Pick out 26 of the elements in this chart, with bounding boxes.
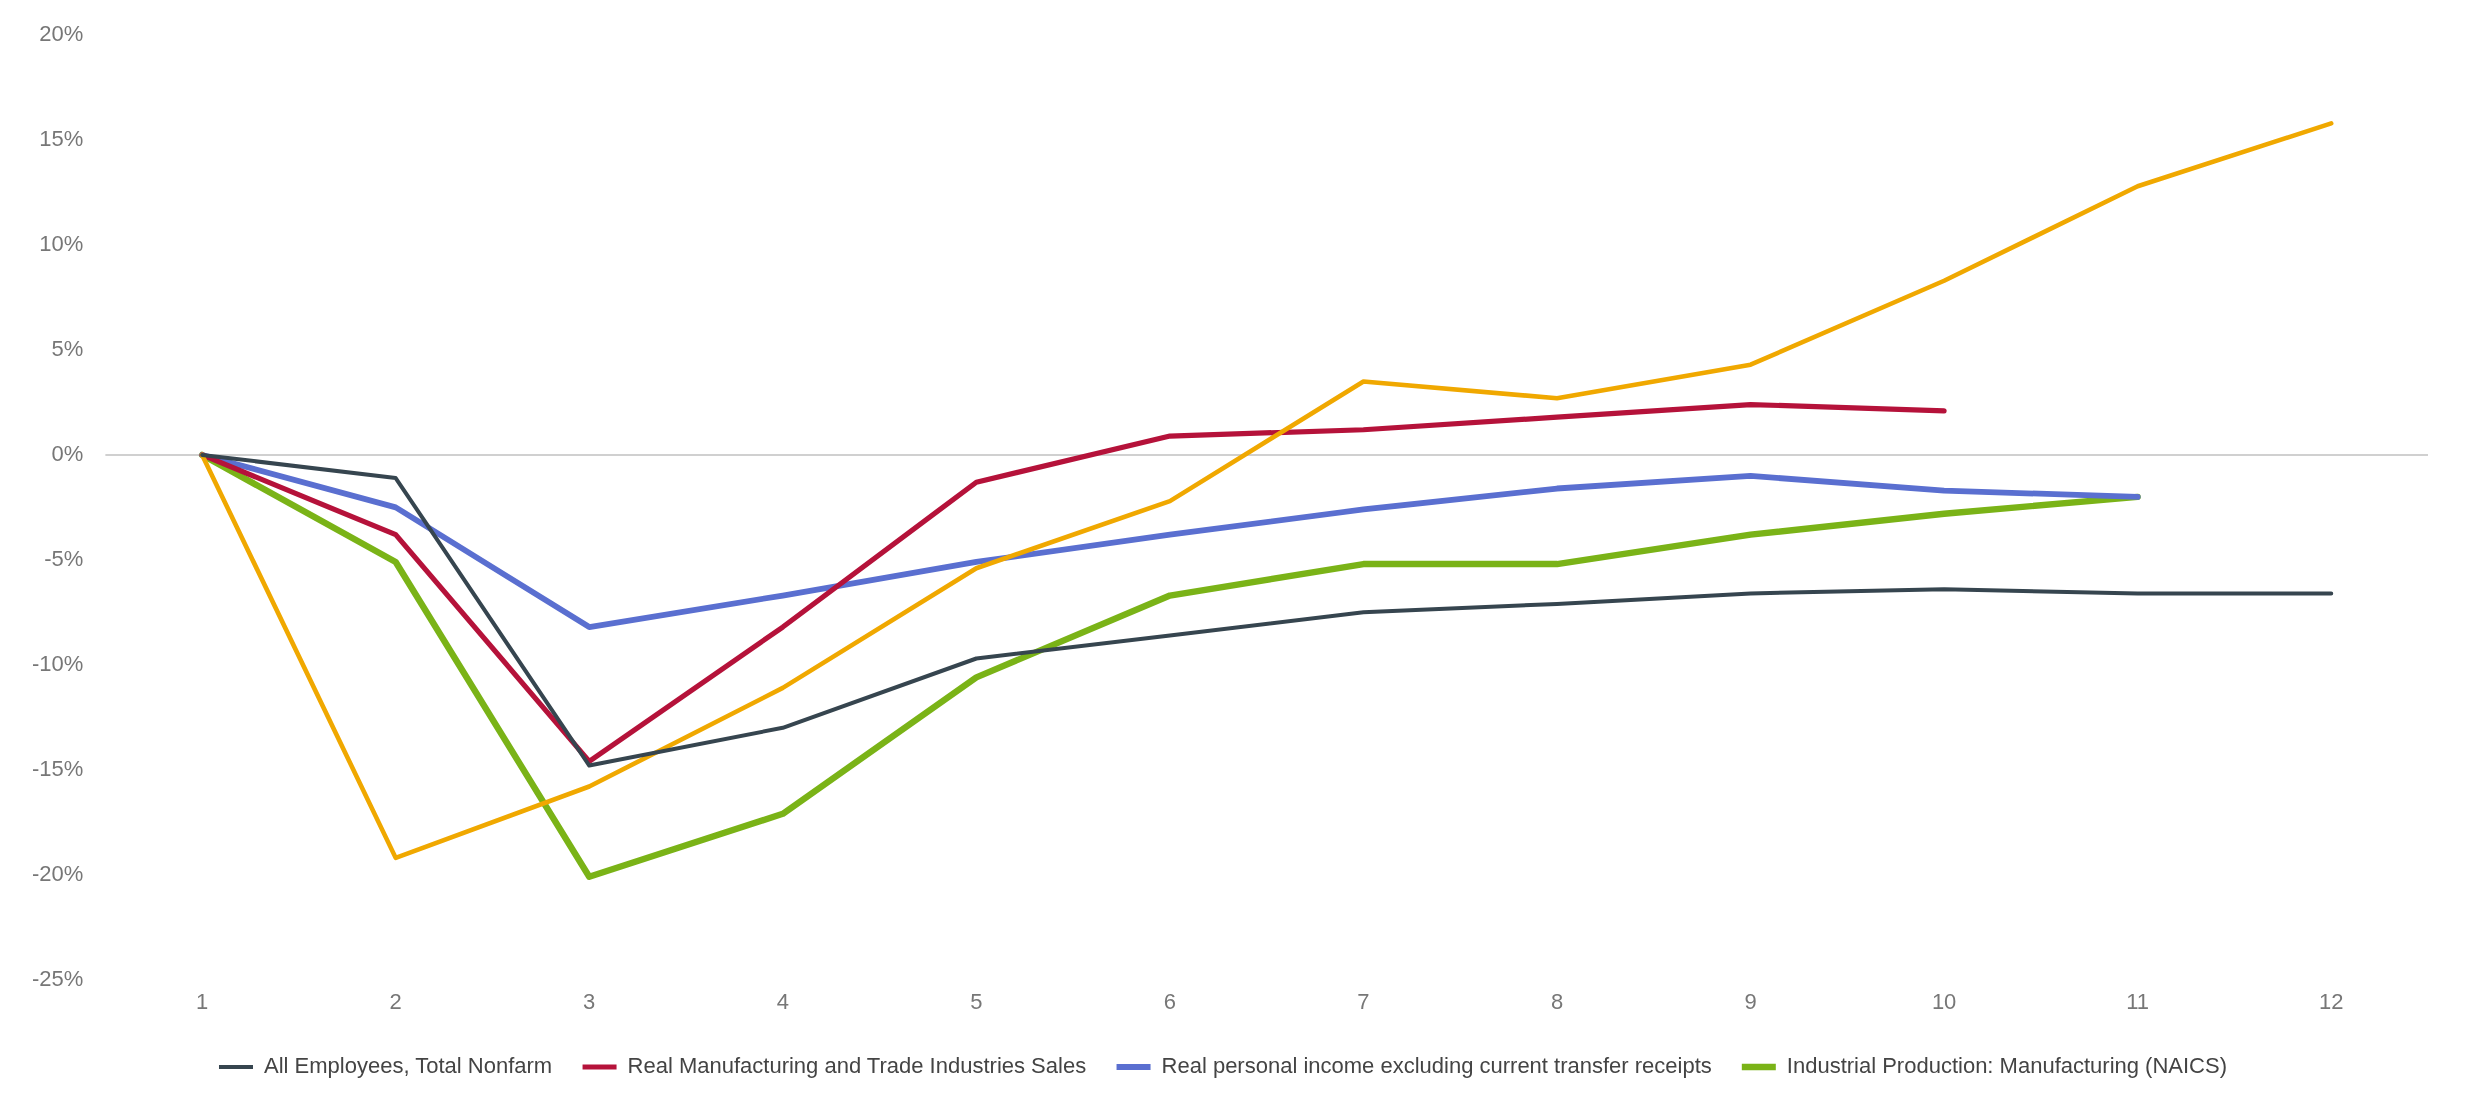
y-tick-label: -10% (32, 650, 84, 676)
legend-label: Real Manufacturing and Trade Industries Sales (627, 1053, 1087, 1079)
x-tick-label: 11 (2126, 988, 2150, 1014)
x-tick-label: 8 (1550, 988, 1564, 1014)
y-tick-label: 5% (51, 336, 84, 362)
legend-label: All Employees, Total Nonfarm (263, 1053, 553, 1079)
y-tick-label: -20% (32, 860, 84, 886)
y-tick-label: -25% (32, 965, 84, 991)
y-tick-label: 0% (51, 441, 84, 466)
x-tick-label: 3 (583, 988, 596, 1014)
y-tick-label: -15% (32, 755, 84, 781)
x-tick-label: 5 (970, 988, 983, 1014)
y-tick-label: 20% (39, 21, 84, 47)
y-tick-label: 10% (39, 231, 84, 257)
x-tick-label: 1 (196, 988, 209, 1014)
y-tick-label: -5% (44, 545, 84, 571)
x-tick-label: 10 (1931, 988, 1957, 1014)
legend-label: Real personal income excluding current transfer receipts (1161, 1053, 1712, 1079)
x-tick-label: 2 (389, 988, 402, 1014)
x-tick-label: 4 (776, 988, 789, 1014)
legend-label: Industrial Production: Manufacturing (NAICS) (1786, 1053, 2228, 1079)
x-tick-label: 6 (1163, 988, 1177, 1014)
x-tick-label: 9 (1744, 988, 1757, 1014)
x-tick-label: 12 (2318, 988, 2344, 1014)
y-tick-label: 15% (39, 126, 84, 152)
x-tick-label: 7 (1357, 988, 1370, 1014)
